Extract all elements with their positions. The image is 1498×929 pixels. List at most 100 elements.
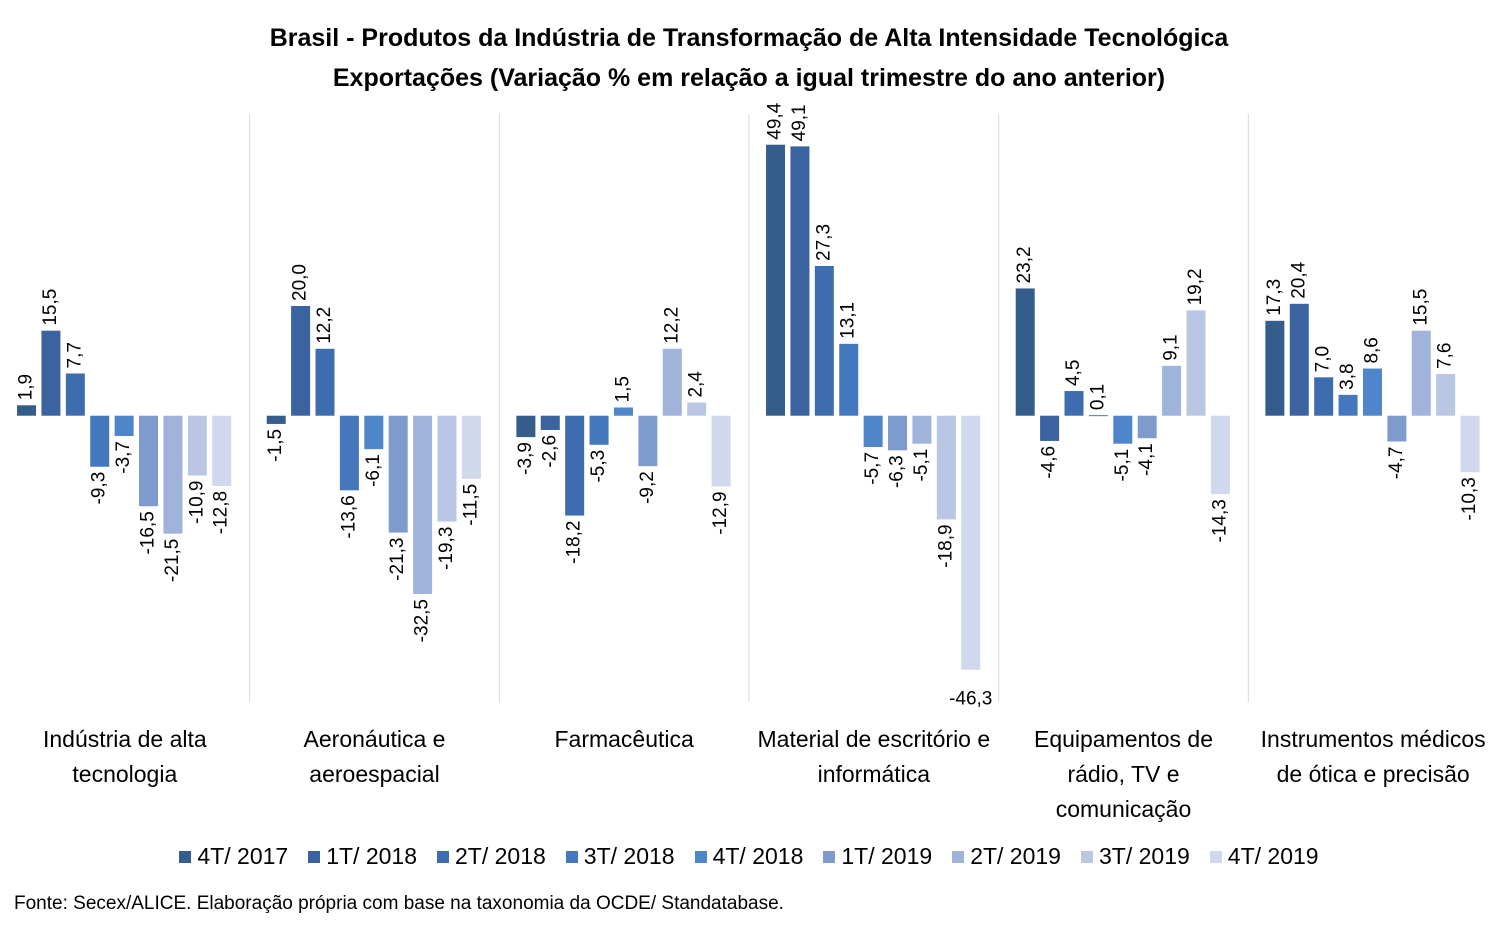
data-label: -4,7 bbox=[1386, 446, 1407, 479]
data-label: 12,2 bbox=[314, 307, 335, 344]
bar bbox=[212, 415, 232, 486]
data-label: 1,9 bbox=[16, 374, 37, 400]
data-label: -2,6 bbox=[539, 435, 560, 468]
data-label: -13,6 bbox=[338, 495, 359, 538]
legend-label: 4T/ 2019 bbox=[1227, 843, 1319, 869]
legend-label: 4T/ 2018 bbox=[712, 843, 804, 869]
data-label: -10,9 bbox=[186, 481, 207, 524]
data-label: -6,3 bbox=[887, 455, 908, 488]
chart-title: Brasil - Produtos da Indústria de Transf… bbox=[270, 24, 1230, 52]
bar bbox=[687, 402, 707, 416]
data-label: 3,8 bbox=[1337, 363, 1358, 389]
data-label: -4,1 bbox=[1136, 443, 1157, 476]
data-label: 8,6 bbox=[1361, 337, 1382, 363]
chart-subtitle: Exportações (Variação % em relação a igu… bbox=[333, 64, 1165, 92]
data-label: 0,1 bbox=[1087, 384, 1108, 410]
data-label: 15,5 bbox=[40, 289, 61, 326]
data-label: -16,5 bbox=[138, 511, 159, 554]
legend-item: 2T/ 2019 bbox=[952, 843, 1061, 870]
data-label: -3,9 bbox=[515, 442, 536, 475]
bar bbox=[1265, 320, 1285, 416]
bar bbox=[516, 415, 536, 438]
data-label: 17,3 bbox=[1264, 279, 1285, 316]
data-label: 1,5 bbox=[612, 376, 633, 402]
bar bbox=[1460, 415, 1480, 473]
data-label: 20,4 bbox=[1288, 261, 1309, 298]
bar bbox=[1137, 415, 1157, 439]
legend-item: 2T/ 2018 bbox=[437, 843, 546, 870]
bar bbox=[613, 407, 633, 416]
bar bbox=[1338, 394, 1358, 416]
legend-label: 2T/ 2019 bbox=[970, 843, 1061, 869]
data-label: -10,3 bbox=[1459, 477, 1480, 520]
bar bbox=[1362, 368, 1382, 416]
data-label: -12,9 bbox=[710, 491, 731, 534]
data-label: -6,1 bbox=[363, 454, 384, 487]
legend-label: 4T/ 2017 bbox=[197, 843, 289, 869]
bar bbox=[589, 415, 609, 445]
x-tick-label: Instrumentos médicos de ótica e precisão bbox=[1260, 726, 1486, 787]
legend-item: 4T/ 2017 bbox=[179, 843, 288, 870]
data-label: 15,5 bbox=[1410, 289, 1431, 326]
legend-swatch bbox=[823, 850, 836, 863]
data-label: -14,3 bbox=[1209, 499, 1230, 542]
bar bbox=[339, 415, 359, 491]
bar bbox=[65, 373, 85, 416]
bar bbox=[17, 405, 37, 416]
data-label: 49,4 bbox=[765, 102, 786, 139]
data-label: -18,2 bbox=[564, 521, 585, 564]
bar bbox=[388, 415, 408, 533]
bar bbox=[565, 415, 585, 516]
data-label: 12,2 bbox=[661, 307, 682, 344]
data-label: 2,4 bbox=[686, 371, 707, 398]
data-label: -18,9 bbox=[935, 524, 956, 567]
data-label: -21,3 bbox=[387, 538, 408, 581]
bar bbox=[1088, 415, 1108, 417]
source-note: Fonte: Secex/ALICE. Elaboração própria c… bbox=[14, 893, 784, 914]
data-label: -21,5 bbox=[162, 539, 183, 582]
bar bbox=[1411, 330, 1431, 416]
bar bbox=[90, 415, 110, 467]
x-tick-label: Indústria de alta tecnologia bbox=[42, 726, 207, 787]
bar bbox=[1162, 365, 1182, 416]
bar bbox=[961, 415, 981, 670]
bar bbox=[315, 348, 335, 416]
legend-label: 3T/ 2018 bbox=[583, 843, 675, 869]
bar bbox=[912, 415, 932, 444]
legend-label: 2T/ 2018 bbox=[455, 843, 546, 869]
bar bbox=[187, 415, 207, 476]
legend: 4T/ 2017 1T/ 2018 2T/ 2018 3T/ 2018 4T/ 2018… bbox=[0, 843, 1498, 870]
data-label: 23,2 bbox=[1014, 246, 1035, 283]
bar bbox=[1186, 310, 1206, 416]
legend-label: 1T/ 2018 bbox=[326, 843, 417, 869]
legend-swatch bbox=[565, 850, 578, 863]
bar bbox=[662, 348, 682, 416]
data-label: 13,1 bbox=[838, 302, 859, 339]
bar bbox=[139, 415, 159, 507]
data-label: 9,1 bbox=[1161, 334, 1182, 360]
x-tick-label: Aeronáutica e aeroespacial bbox=[303, 726, 446, 787]
legend-swatch bbox=[1209, 850, 1222, 863]
bar bbox=[711, 415, 731, 487]
x-tick-label: Farmacêutica bbox=[554, 726, 694, 752]
data-label: 7,0 bbox=[1313, 346, 1334, 372]
data-label: -3,7 bbox=[113, 441, 134, 474]
legend-swatch bbox=[952, 850, 965, 863]
legend-label: 3T/ 2019 bbox=[1098, 843, 1190, 869]
data-label: -5,7 bbox=[862, 452, 883, 485]
bar bbox=[888, 415, 908, 451]
bar bbox=[163, 415, 183, 534]
data-label: -1,5 bbox=[265, 429, 286, 462]
bar bbox=[437, 415, 457, 522]
bar bbox=[839, 343, 859, 416]
legend-item: 3T/ 2019 bbox=[1080, 843, 1190, 870]
bar bbox=[1113, 415, 1133, 444]
bar bbox=[638, 415, 658, 467]
bar bbox=[1436, 374, 1456, 416]
bar bbox=[790, 146, 810, 416]
data-label: -46,3 bbox=[949, 689, 992, 710]
legend-swatch bbox=[179, 850, 192, 863]
data-label: 20,0 bbox=[290, 264, 311, 301]
bar bbox=[413, 415, 433, 594]
